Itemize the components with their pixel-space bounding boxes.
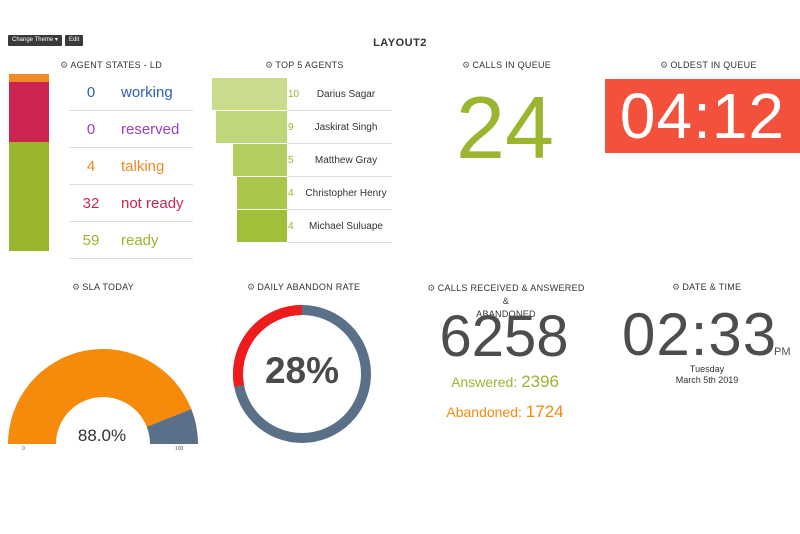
layout-title: LAYOUT2 [373,37,427,49]
agent-bar [237,210,287,242]
agent-state-label: talking [121,157,165,175]
agent-bar [237,177,287,209]
oldest-in-queue-title: ⚙ OLDEST IN QUEUE [660,60,757,70]
agent-row: 9 Jaskirat Singh [288,111,392,144]
abandoned-label: Abandoned: [446,404,522,420]
answered-line: Answered: 2396 [420,372,590,392]
agent-count: 4 [288,220,294,232]
agent-state-count: 0 [86,120,96,138]
top-agents-title: ⚙ TOP 5 AGENTS [265,60,344,70]
gear-icon[interactable]: ⚙ [60,60,69,70]
gear-icon[interactable]: ⚙ [462,60,471,70]
abandoned-value: 1724 [525,402,564,421]
gear-icon[interactable]: ⚙ [660,60,669,70]
abandon-rate-value: 28% [264,350,340,391]
calls-total-value: 6258 [439,304,569,369]
agent-state-label: reserved [121,120,180,138]
abandoned-line: Abandoned: 1724 [420,402,590,422]
sla-gauge [8,348,198,444]
agent-name: Christopher Henry [305,187,387,199]
calls-in-queue-title: ⚙ CALLS IN QUEUE [462,60,552,70]
agent-state-count: 0 [86,83,96,101]
answered-value: 2396 [521,372,559,391]
gear-icon[interactable]: ⚙ [265,60,274,70]
talking-segment [9,74,49,82]
ready-segment [9,142,49,251]
clock-ampm: PM [774,346,791,358]
agent-state-count: 59 [82,231,100,249]
abandon-ring-fill [233,305,303,387]
agent-row: 10 Darius Sagar [288,78,392,111]
agent-state-row: 0 reserved [69,111,193,148]
agent-state-row: 32 not ready [69,185,193,222]
edit-button[interactable]: Edit [64,35,84,46]
date: March 5th 2019 [675,375,739,385]
answered-label: Answered: [451,374,518,390]
agent-name: Darius Sagar [316,88,376,100]
gear-icon[interactable]: ⚙ [247,282,256,292]
agent-row: 4 Michael Suluape [288,210,392,243]
sla-min-label: 0 [22,446,25,452]
agent-state-count: 32 [82,194,100,212]
sla-today-title: ⚙ SLA TODAY [72,282,135,292]
agent-state-label: ready [121,231,159,249]
agent-bar [233,144,287,176]
agent-state-label: not ready [121,194,184,212]
gear-icon[interactable]: ⚙ [672,282,681,292]
sla-max-label: 100 [175,446,184,452]
not-ready-segment [9,82,49,142]
abandon-rate-donut [233,305,371,443]
calls-in-queue-value: 24 [456,78,554,177]
agent-state-label: working [121,83,173,101]
gear-icon[interactable]: ⚙ [72,282,81,292]
change-theme-button[interactable]: Change Theme ▾ [8,35,62,46]
oldest-in-queue-value: 04:12 [605,79,800,153]
sla-gauge-remainder [146,409,198,444]
agent-name: Matthew Gray [314,154,378,166]
agent-row: 4 Christopher Henry [288,177,392,210]
agent-state-count: 4 [86,157,96,175]
date-time-title: ⚙ DATE & TIME [672,282,742,292]
gear-icon[interactable]: ⚙ [427,283,436,293]
agent-states-title: ⚙ AGENT STATES - LD [60,60,162,70]
agent-name: Jaskirat Singh [314,121,378,133]
agent-name: Michael Suluape [309,220,383,232]
toolbar: Change Theme ▾ Edit [8,35,84,46]
agent-state-row: 59 ready [69,222,193,259]
agent-row: 5 Matthew Gray [288,144,392,177]
agent-count: 5 [288,154,294,166]
agent-count: 10 [288,88,300,100]
abandon-rate-title: ⚙ DAILY ABANDON RATE [247,282,361,292]
agent-state-row: 0 working [69,74,193,111]
weekday: Tuesday [689,364,725,374]
agent-count: 9 [288,121,294,133]
agent-count: 4 [288,187,294,199]
sla-value: 88.0% [77,426,127,445]
agent-bar [212,78,287,110]
agent-bar [216,111,287,143]
calls-summary-title: ⚙ CALLS RECEIVED & ANSWERED & ABANDONED [427,283,585,319]
sla-gauge-fill [8,348,192,444]
clock-time: 02:33 [622,301,778,368]
agent-state-row: 4 talking [69,148,193,185]
